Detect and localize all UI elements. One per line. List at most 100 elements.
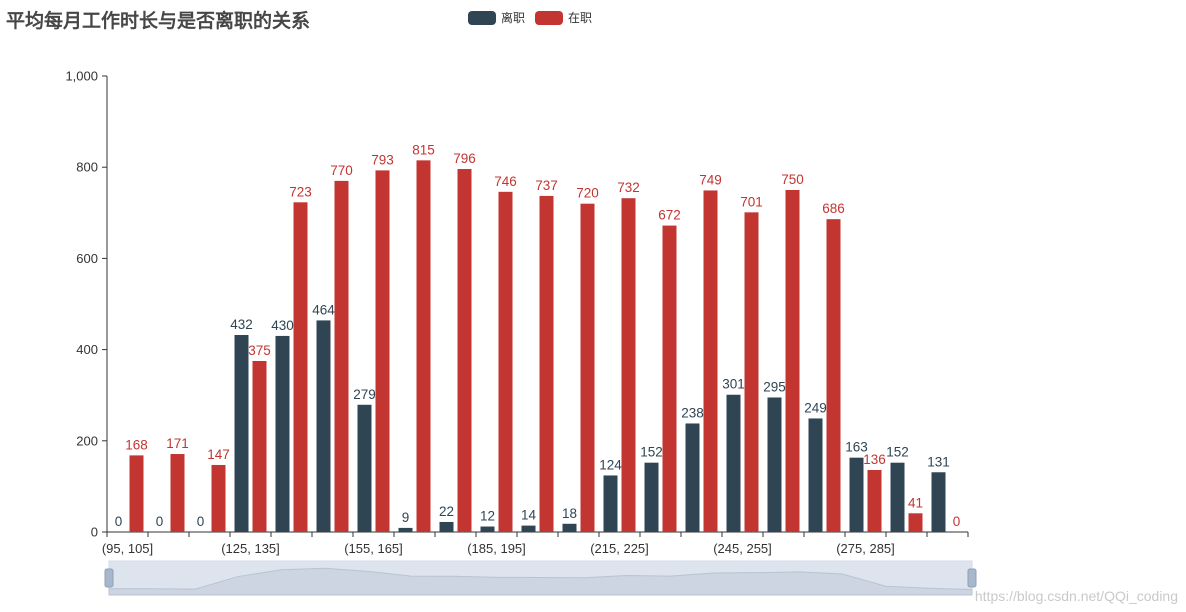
data-label-left: 464 [312, 302, 335, 317]
data-label-left: 22 [439, 504, 454, 519]
data-label-left: 0 [115, 514, 123, 529]
x-tick-label: (215, 225] [590, 541, 649, 556]
bar-left[interactable] [439, 521, 454, 532]
y-tick-label: 800 [76, 160, 98, 175]
data-label-left: 249 [804, 400, 827, 415]
data-label-left: 124 [599, 457, 622, 472]
legend-item-stay[interactable]: 在职 [535, 9, 592, 26]
bar-left[interactable] [890, 462, 905, 532]
data-label-stay: 815 [412, 142, 435, 157]
bar-left[interactable] [480, 526, 495, 532]
zoom-handle-right[interactable] [967, 568, 977, 588]
bar-left[interactable] [931, 472, 946, 532]
data-label-left: 238 [681, 405, 704, 420]
data-label-left: 279 [353, 387, 376, 402]
bar-stay[interactable] [334, 180, 349, 532]
data-label-left: 9 [402, 510, 410, 525]
data-label-left: 295 [763, 379, 786, 394]
data-label-stay: 746 [494, 174, 517, 189]
bar-left[interactable] [685, 423, 700, 532]
data-label-stay: 732 [617, 180, 640, 195]
data-label-left: 301 [722, 377, 745, 392]
bar-left[interactable] [521, 525, 536, 532]
data-label-stay: 672 [658, 208, 681, 223]
bar-stay[interactable] [457, 169, 472, 533]
data-label-left: 432 [230, 317, 253, 332]
bar-stay[interactable] [580, 203, 595, 532]
data-label-stay: 686 [822, 201, 845, 216]
data-label-left: 18 [562, 506, 577, 521]
x-tick-label: (185, 195] [467, 541, 526, 556]
data-label-stay: 0 [953, 514, 961, 529]
y-tick-label: 200 [76, 433, 98, 448]
data-label-stay: 147 [207, 447, 230, 462]
bar-left[interactable] [234, 335, 249, 532]
data-label-stay: 41 [908, 495, 923, 510]
data-label-stay: 723 [289, 184, 312, 199]
y-tick-label: 600 [76, 251, 98, 266]
data-label-stay: 796 [453, 151, 476, 166]
data-label-left: 152 [640, 445, 663, 460]
bar-left[interactable] [644, 462, 659, 532]
bar-stay[interactable] [416, 160, 431, 533]
bar-stay[interactable] [826, 219, 841, 532]
zoom-slider-shadow [108, 567, 973, 596]
bar-stay[interactable] [621, 198, 636, 532]
data-label-stay: 701 [740, 194, 763, 209]
zoom-handle-left[interactable] [104, 568, 114, 588]
bar-stay[interactable] [744, 212, 759, 532]
bar-left[interactable] [398, 527, 413, 532]
data-label-stay: 770 [330, 163, 353, 178]
bar-stay[interactable] [375, 170, 390, 532]
x-tick-label: (125, 135] [221, 541, 280, 556]
bar-left[interactable] [849, 457, 864, 532]
data-label-stay: 737 [535, 178, 558, 193]
bar-stay[interactable] [908, 513, 923, 532]
legend-label-left: 离职 [501, 11, 526, 25]
data-label-stay: 750 [781, 172, 804, 187]
data-label-left: 152 [886, 445, 909, 460]
bar-stay[interactable] [662, 225, 677, 532]
legend: 离职 在职 [468, 9, 592, 26]
data-label-left: 163 [845, 440, 868, 455]
bar-left[interactable] [767, 397, 782, 532]
bar-stay[interactable] [129, 455, 144, 532]
bar-stay[interactable] [211, 464, 226, 532]
data-label-stay: 171 [166, 436, 189, 451]
bar-left[interactable] [357, 404, 372, 532]
bar-stay[interactable] [252, 361, 267, 532]
data-label-stay: 793 [371, 152, 394, 167]
bar-stay[interactable] [539, 195, 554, 533]
bar-left[interactable] [726, 394, 741, 532]
bar-stay[interactable] [785, 190, 800, 532]
legend-swatch-left [468, 10, 496, 25]
y-tick-label: 1,000 [65, 69, 98, 84]
bar-left[interactable] [808, 418, 823, 532]
watermark: https://blog.csdn.net/QQi_coding [974, 588, 1178, 604]
data-label-left: 430 [271, 318, 294, 333]
bar-left[interactable] [603, 475, 618, 532]
data-label-left: 12 [480, 509, 495, 524]
data-label-left: 14 [521, 508, 537, 523]
y-tick-label: 400 [76, 342, 98, 357]
bar-left[interactable] [562, 523, 577, 532]
bar-stay[interactable] [703, 190, 718, 532]
data-label-stay: 749 [699, 172, 722, 187]
legend-label-stay: 在职 [568, 11, 593, 25]
data-label-left: 131 [927, 454, 950, 469]
legend-swatch-stay [535, 10, 564, 25]
bar-stay[interactable] [498, 191, 513, 532]
data-label-stay: 375 [248, 343, 271, 358]
data-label-stay: 136 [863, 452, 886, 467]
x-tick-label: (275, 285] [836, 541, 895, 556]
data-label-stay: 720 [576, 186, 599, 201]
bar-stay[interactable] [293, 202, 308, 532]
bar-left[interactable] [275, 335, 290, 532]
legend-item-left[interactable]: 离职 [468, 9, 525, 26]
bar-stay[interactable] [867, 469, 882, 532]
chart-title: 平均每月工作时长与是否离职的关系 [6, 10, 311, 32]
bar-left[interactable] [316, 320, 331, 532]
bar-stay[interactable] [170, 454, 185, 532]
data-label-left: 0 [197, 514, 205, 529]
